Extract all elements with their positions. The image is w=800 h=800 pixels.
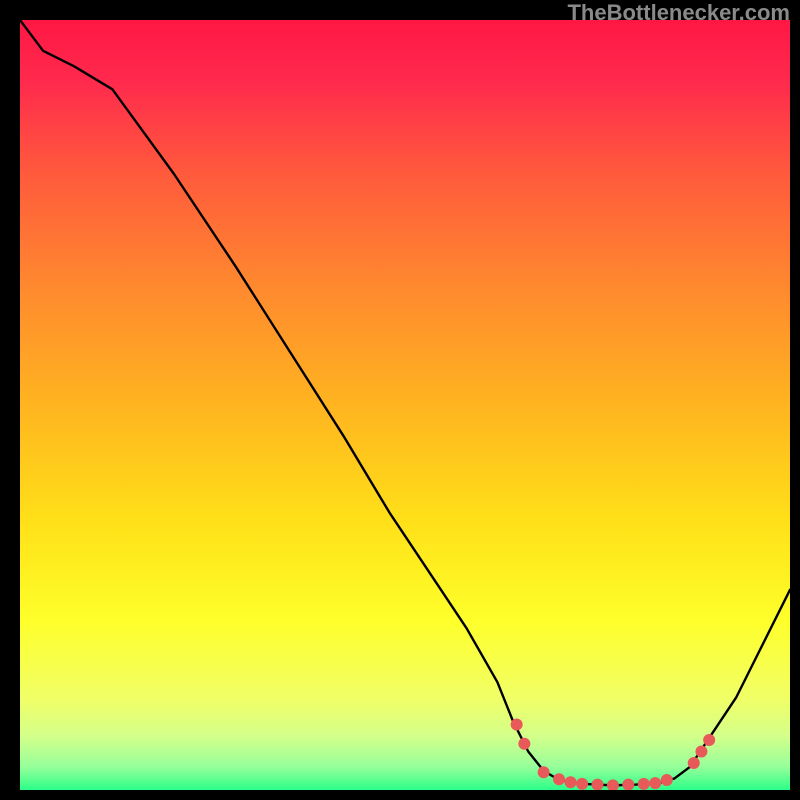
marker-dot	[576, 778, 588, 790]
marker-dot	[518, 738, 530, 750]
marker-dot	[622, 779, 634, 790]
plot-area	[20, 20, 790, 790]
marker-dot	[538, 766, 550, 778]
marker-dot	[607, 779, 619, 790]
marker-dot	[695, 746, 707, 758]
marker-dot	[649, 777, 661, 789]
marker-group	[511, 719, 716, 790]
watermark-text: TheBottlenecker.com	[567, 0, 790, 26]
marker-dot	[592, 779, 604, 790]
marker-dot	[661, 774, 673, 786]
bottleneck-curve	[20, 20, 790, 785]
marker-dot	[688, 757, 700, 769]
chart-svg	[20, 20, 790, 790]
marker-dot	[553, 773, 565, 785]
marker-dot	[703, 734, 715, 746]
marker-dot	[511, 719, 523, 731]
marker-dot	[565, 776, 577, 788]
bottleneck-chart: TheBottlenecker.com	[0, 0, 800, 800]
marker-dot	[638, 778, 650, 790]
